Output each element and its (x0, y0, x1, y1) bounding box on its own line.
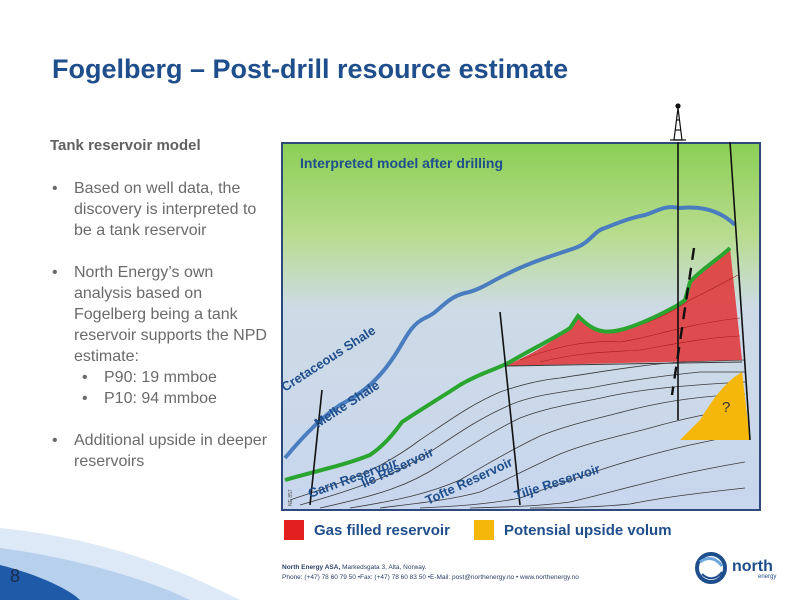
well-path (670, 247, 696, 396)
bullet-list: Based on well data, the discovery is int… (50, 178, 270, 493)
footer-address: Markedsgata 3, Alta, Norway. (342, 564, 427, 571)
melke-shale-horizon (284, 246, 732, 482)
diagram-watermark: NE 857 (288, 489, 294, 506)
cretaceous-shale-horizon (283, 205, 737, 460)
legend-gas: Gas filled reservoir (284, 520, 450, 540)
diagram-heading: Interpreted model after drilling (300, 155, 503, 171)
page-number: 8 (10, 566, 21, 586)
drilling-rig-icon (670, 103, 686, 141)
bullet-item: North Energy’s own analysis based on Fog… (50, 262, 270, 409)
bullet-item: Additional upside in deeper reservoirs (50, 430, 270, 472)
gas-reservoir-zone (505, 248, 742, 366)
footer-contact-line: Phone: (+47) 78 60 79 50 •Fax: (+47) 78 … (282, 574, 579, 581)
gas-water-contact (504, 361, 743, 367)
legend-upside: Potensial upside volum (474, 520, 672, 540)
logo-text: north (732, 558, 773, 575)
upside-question-mark: ? (722, 399, 730, 416)
sub-bullet-item: P10: 94 mmboe (74, 388, 270, 409)
section-subhead: Tank reservoir model (50, 137, 201, 154)
legend-upside-label: Potensial upside volum (504, 521, 672, 539)
legend-gas-swatch (284, 520, 304, 540)
strata-lines (289, 359, 746, 509)
sub-bullet-list: P90: 19 mmboe P10: 94 mmboe (74, 367, 270, 409)
legend-gas-label: Gas filled reservoir (314, 521, 450, 539)
bullet-item: Based on well data, the discovery is int… (50, 178, 270, 241)
upside-zone (680, 372, 750, 440)
bullet-text: North Energy’s own analysis based on Fog… (74, 264, 267, 365)
sub-bullet-item: P90: 19 mmboe (74, 367, 270, 388)
fault-lines (309, 141, 751, 506)
logo-subtext: energy (758, 574, 777, 580)
footer-company: North Energy ASA, (282, 564, 341, 571)
footer-contact: North Energy ASA, Markedsgata 3, Alta, N… (282, 563, 579, 583)
legend-upside-swatch (474, 520, 494, 540)
page-title: Fogelberg – Post-drill resource estimate (52, 54, 569, 84)
